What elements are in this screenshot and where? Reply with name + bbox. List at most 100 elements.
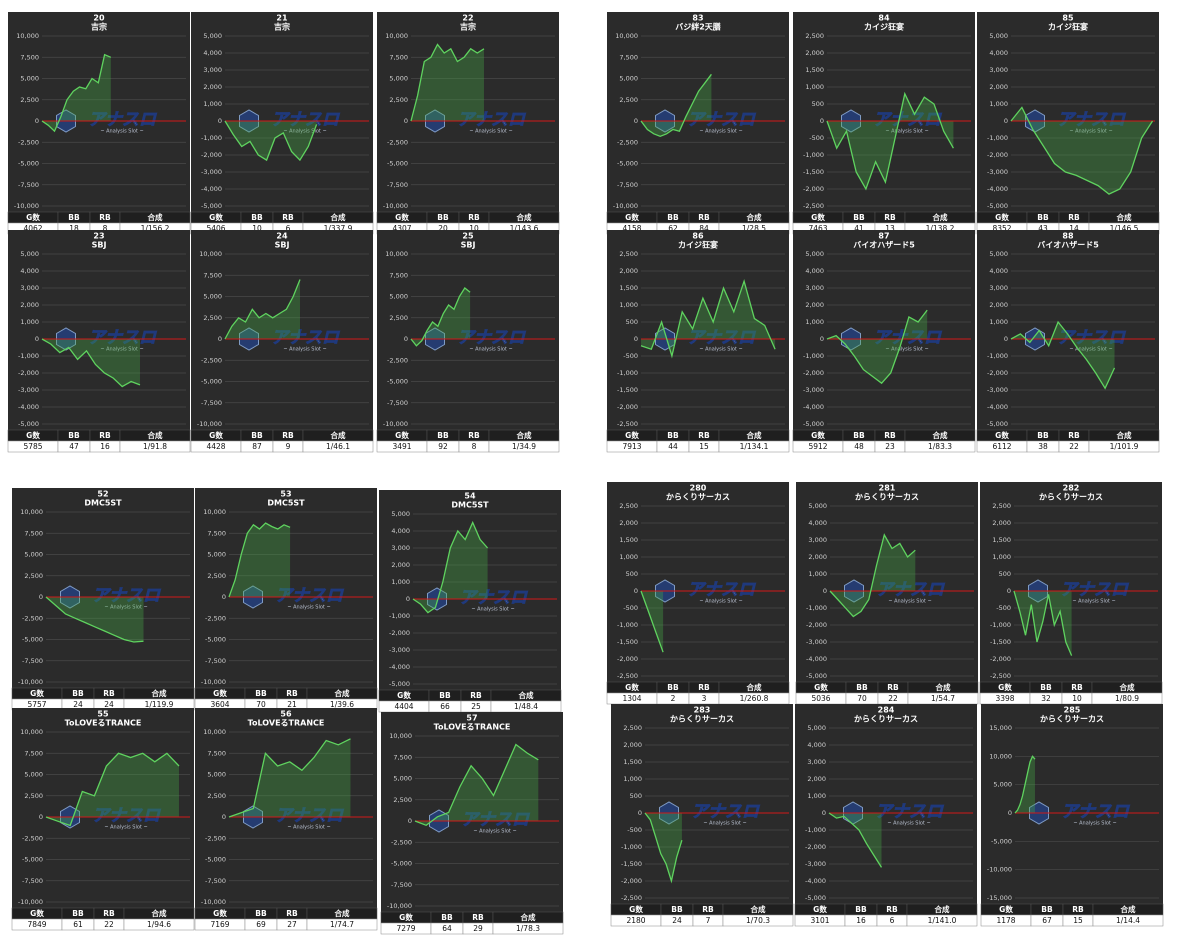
y-tick-label: -5,000 xyxy=(987,202,1008,210)
watermark-logo: アナスロ xyxy=(92,586,161,606)
y-tick-label: -1,000 xyxy=(621,843,642,851)
y-tick-label: 4,000 xyxy=(805,267,824,275)
table-header: 合成 xyxy=(335,908,350,918)
table-value: 5036 xyxy=(811,694,830,703)
y-tick-label: 2,000 xyxy=(808,553,827,561)
table-header: BB xyxy=(437,431,449,440)
table-value: 69 xyxy=(256,920,266,929)
y-tick-label: 3,000 xyxy=(989,284,1008,292)
table-value: 3101 xyxy=(810,916,829,925)
watermark-tagline: ~ Analysis Slot ~ xyxy=(283,347,326,353)
y-tick-label: -2,000 xyxy=(805,843,826,851)
y-tick-label: -5,000 xyxy=(389,680,410,688)
table-header: RB xyxy=(472,913,484,922)
table-header: 合成 xyxy=(519,690,534,700)
table-header: RB xyxy=(103,689,115,698)
y-tick-label: -5,000 xyxy=(387,160,408,168)
y-tick-label: 5,000 xyxy=(24,771,43,779)
table-header: RB xyxy=(887,683,899,692)
y-tick-label: -2,000 xyxy=(987,151,1008,159)
table-value: 18 xyxy=(69,224,79,233)
table-header: G数 xyxy=(209,430,223,440)
panel-background xyxy=(795,704,977,904)
y-tick-label: -5,000 xyxy=(205,636,226,644)
table-cell xyxy=(119,440,191,453)
y-tick-label: 2,000 xyxy=(619,267,638,275)
y-tick-label: -7,500 xyxy=(18,181,39,189)
table-value: 6 xyxy=(890,916,895,925)
watermark-logo: アナスロ xyxy=(457,328,526,348)
y-tick-label: -2,000 xyxy=(201,151,222,159)
y-tick-label: -7,500 xyxy=(205,877,226,885)
y-tick-label: 2,500 xyxy=(619,96,638,104)
watermark-tagline: ~ Analysis Slot ~ xyxy=(104,825,147,831)
y-tick-label: 7,500 xyxy=(207,529,226,537)
area xyxy=(829,813,882,868)
y-tick-label: 5,000 xyxy=(20,75,39,83)
y-tick-label: -4,000 xyxy=(18,403,39,411)
y-tick-label: 1,500 xyxy=(619,536,638,544)
y-tick-label: 2,000 xyxy=(807,775,826,783)
y-tick-label: 1,000 xyxy=(992,553,1011,561)
table-value: 7849 xyxy=(27,920,46,929)
y-tick-label: 5,000 xyxy=(389,293,408,301)
y-tick-label: -4,000 xyxy=(987,403,1008,411)
table-header: 合成 xyxy=(335,688,350,698)
y-tick-label: -500 xyxy=(996,604,1011,612)
line xyxy=(640,590,664,653)
table-header: 合成 xyxy=(747,212,762,222)
table-header: 合成 xyxy=(517,212,532,222)
y-tick-label: -1,000 xyxy=(803,352,824,360)
table-value: 1/337.9 xyxy=(324,224,353,233)
y-tick-label: -1,000 xyxy=(389,612,410,620)
y-tick-label: -5,000 xyxy=(201,202,222,210)
table-header: G数 xyxy=(26,430,40,440)
table-value: 62 xyxy=(668,224,678,233)
table-header: RB xyxy=(698,213,710,222)
panel-background xyxy=(8,12,190,212)
chart-subtitle: 吉宗 xyxy=(91,22,107,32)
y-tick-label: 0 xyxy=(1007,587,1011,595)
table-value: 13 xyxy=(885,224,895,233)
table-header: 合成 xyxy=(517,430,532,440)
y-tick-label: 5,000 xyxy=(24,551,43,559)
y-tick-label: 1,000 xyxy=(989,318,1008,326)
table-header: RB xyxy=(286,689,298,698)
panel-background xyxy=(195,488,377,688)
table-header: 合成 xyxy=(1121,904,1137,914)
y-tick-label: 10,000 xyxy=(20,508,43,516)
table-header: RB xyxy=(1068,431,1080,440)
chart-subtitle: バイオハザード5 xyxy=(853,241,915,250)
y-tick-label: -10,000 xyxy=(201,898,226,906)
y-tick-label: 2,500 xyxy=(389,314,408,322)
y-tick-label: -5,000 xyxy=(387,378,408,386)
table-value: 2 xyxy=(671,694,676,703)
y-tick-label: 2,000 xyxy=(992,519,1011,527)
table-header: G数 xyxy=(811,212,825,222)
line xyxy=(828,812,883,868)
y-tick-label: -10,000 xyxy=(383,420,408,428)
table-value: 1/83.3 xyxy=(928,442,952,451)
chart-title: 280 xyxy=(690,484,707,493)
watermark-logo: アナスロ xyxy=(275,586,344,606)
table-header: BB xyxy=(1037,431,1049,440)
line xyxy=(224,120,318,162)
table-header: RB xyxy=(282,431,294,440)
area xyxy=(225,279,301,339)
y-tick-label: 2,000 xyxy=(619,519,638,527)
y-tick-label: -2,500 xyxy=(617,420,638,428)
chart-title: 284 xyxy=(878,706,895,715)
table-header: 合成 xyxy=(331,212,346,222)
panel-background xyxy=(611,704,793,904)
table-value: 1/80.9 xyxy=(1115,694,1139,703)
table-value: 43 xyxy=(1038,224,1048,233)
y-tick-label: 10,000 xyxy=(199,250,222,258)
table-value: 64 xyxy=(442,924,452,933)
table-value: 4307 xyxy=(392,224,411,233)
y-tick-label: 3,000 xyxy=(805,284,824,292)
